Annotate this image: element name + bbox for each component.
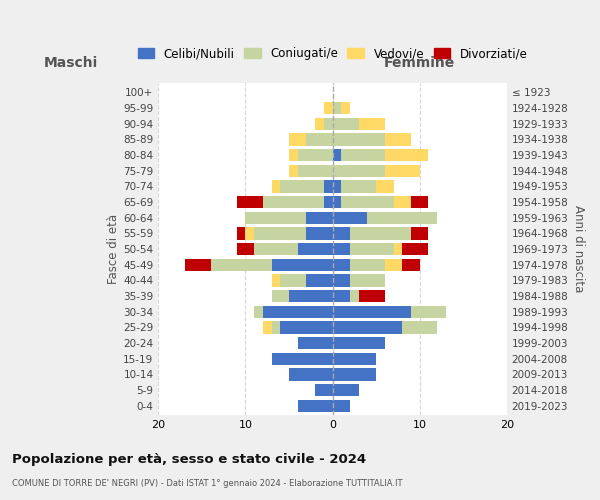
Bar <box>385 134 411 145</box>
Bar <box>298 337 332 349</box>
Text: COMUNE DI TORRE DE' NEGRI (PV) - Dati ISTAT 1° gennaio 2024 - Elaborazione TUTTI: COMUNE DI TORRE DE' NEGRI (PV) - Dati IS… <box>12 479 403 488</box>
Bar <box>237 228 245 239</box>
Bar <box>245 228 254 239</box>
Bar <box>359 290 385 302</box>
Bar <box>341 196 394 208</box>
Bar <box>324 102 332 114</box>
Bar <box>315 118 324 130</box>
Bar <box>289 290 332 302</box>
Bar <box>298 149 332 161</box>
Bar <box>254 228 307 239</box>
Bar <box>332 196 341 208</box>
Bar <box>350 258 385 271</box>
Bar <box>298 243 332 255</box>
Bar <box>332 118 359 130</box>
Bar <box>315 384 332 396</box>
Bar <box>280 322 332 334</box>
Bar <box>332 290 350 302</box>
Text: Femmine: Femmine <box>384 56 455 70</box>
Bar <box>332 164 385 177</box>
Bar <box>263 322 272 334</box>
Bar <box>332 337 385 349</box>
Bar <box>341 180 376 192</box>
Bar <box>332 228 350 239</box>
Bar <box>254 243 298 255</box>
Bar <box>280 274 307 286</box>
Y-axis label: Fasce di età: Fasce di età <box>107 214 121 284</box>
Legend: Celibi/Nubili, Coniugati/e, Vedovi/e, Divorziati/e: Celibi/Nubili, Coniugati/e, Vedovi/e, Di… <box>133 42 532 65</box>
Bar <box>307 134 332 145</box>
Bar <box>211 258 272 271</box>
Bar <box>394 243 402 255</box>
Bar <box>324 196 332 208</box>
Bar <box>307 228 332 239</box>
Bar <box>402 243 428 255</box>
Bar <box>298 164 332 177</box>
Bar <box>332 102 341 114</box>
Bar <box>341 149 385 161</box>
Bar <box>411 228 428 239</box>
Bar <box>394 196 411 208</box>
Bar <box>237 243 254 255</box>
Bar <box>402 258 419 271</box>
Bar <box>332 134 385 145</box>
Bar <box>350 290 359 302</box>
Bar <box>332 149 341 161</box>
Bar <box>289 149 298 161</box>
Bar <box>307 212 332 224</box>
Bar <box>237 196 263 208</box>
Bar <box>272 180 280 192</box>
Bar <box>385 164 419 177</box>
Bar <box>332 258 350 271</box>
Bar <box>376 180 394 192</box>
Bar <box>332 274 350 286</box>
Bar <box>245 212 307 224</box>
Bar <box>332 368 376 380</box>
Bar <box>289 164 298 177</box>
Bar <box>350 243 394 255</box>
Bar <box>307 274 332 286</box>
Bar <box>332 212 367 224</box>
Text: Maschi: Maschi <box>44 56 98 70</box>
Y-axis label: Anni di nascita: Anni di nascita <box>572 206 585 293</box>
Bar <box>350 274 385 286</box>
Bar <box>272 352 332 365</box>
Bar <box>298 400 332 412</box>
Bar <box>272 274 280 286</box>
Bar <box>332 180 341 192</box>
Bar <box>385 258 402 271</box>
Bar <box>402 322 437 334</box>
Bar <box>332 322 402 334</box>
Bar <box>280 180 324 192</box>
Bar <box>324 118 332 130</box>
Bar <box>411 196 428 208</box>
Bar <box>324 180 332 192</box>
Bar <box>185 258 211 271</box>
Bar <box>341 102 350 114</box>
Bar <box>332 306 411 318</box>
Bar <box>272 290 289 302</box>
Bar <box>289 368 332 380</box>
Bar <box>332 352 376 365</box>
Bar <box>411 306 446 318</box>
Bar <box>254 306 263 318</box>
Bar <box>385 149 428 161</box>
Text: Popolazione per età, sesso e stato civile - 2024: Popolazione per età, sesso e stato civil… <box>12 452 366 466</box>
Bar <box>350 228 411 239</box>
Bar <box>263 196 324 208</box>
Bar <box>359 118 385 130</box>
Bar <box>272 258 332 271</box>
Bar <box>332 243 350 255</box>
Bar <box>289 134 307 145</box>
Bar <box>367 212 437 224</box>
Bar <box>332 384 359 396</box>
Bar <box>332 400 350 412</box>
Bar <box>272 322 280 334</box>
Bar <box>263 306 332 318</box>
